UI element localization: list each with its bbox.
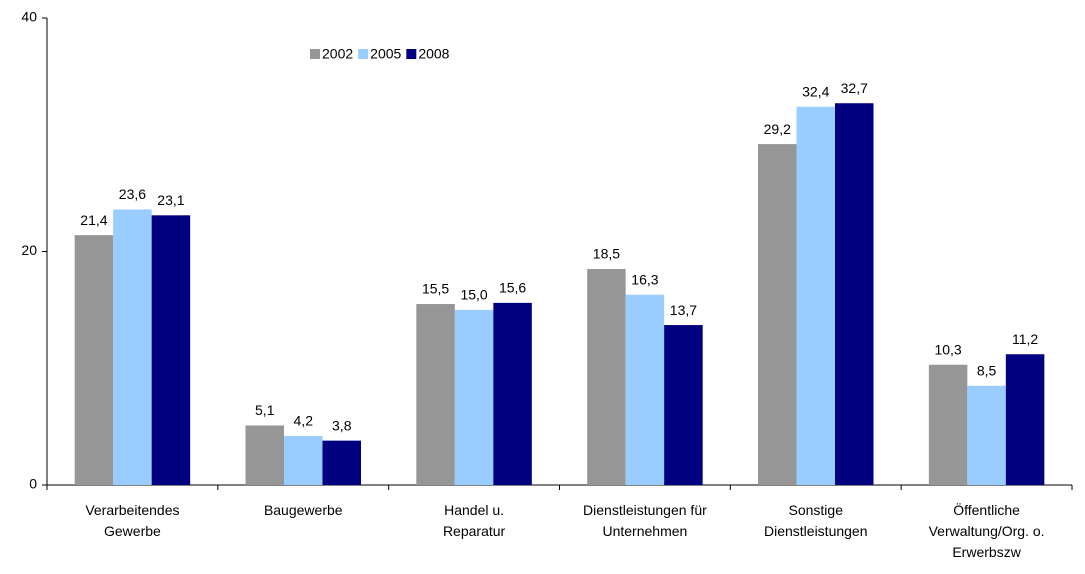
data-label: 23,1 — [157, 192, 184, 208]
x-tick-label: Sonstige Dienstleistungen — [763, 502, 868, 539]
y-tick-label: 40 — [21, 9, 37, 25]
x-tick-label: Öffentliche Verwaltung/Org. o. Erwerbszw — [928, 502, 1045, 560]
x-tick-label: Handel u. Reparatur — [442, 502, 506, 539]
bar — [151, 215, 191, 485]
bar — [454, 309, 494, 485]
bar — [758, 144, 797, 485]
data-label: 32,7 — [841, 80, 868, 96]
legend-label: 2008 — [418, 46, 449, 62]
legend-label: 2002 — [322, 46, 353, 62]
y-tick-label: 20 — [21, 242, 37, 258]
legend-label: 2005 — [370, 46, 401, 62]
data-label: 29,2 — [764, 121, 791, 137]
y-tick-label: 0 — [29, 476, 37, 492]
bar — [796, 106, 835, 485]
data-label: 10,3 — [934, 341, 961, 357]
legend-swatch — [310, 49, 320, 59]
bar — [416, 304, 455, 485]
data-label: 15,0 — [460, 287, 487, 303]
bar — [322, 440, 361, 485]
data-label: 32,4 — [802, 83, 829, 99]
data-label: 4,2 — [294, 413, 314, 429]
x-tick-label: Dienstleistungen für Unternehmen — [583, 502, 707, 539]
legend-swatch — [406, 49, 417, 59]
bar — [493, 302, 532, 485]
bar — [664, 325, 703, 485]
data-label: 5,1 — [255, 402, 275, 418]
bar — [1005, 354, 1045, 485]
bar — [835, 103, 874, 485]
bar — [587, 269, 626, 485]
bar — [625, 294, 665, 485]
bar — [284, 435, 323, 485]
bar — [245, 425, 284, 485]
data-label: 15,5 — [422, 281, 449, 297]
bar — [113, 209, 152, 485]
data-label: 3,8 — [332, 417, 352, 433]
data-label: 15,6 — [499, 280, 526, 296]
x-tick-label: Baugewerbe — [263, 502, 343, 518]
bar — [967, 385, 1006, 485]
data-label: 23,6 — [119, 186, 146, 202]
x-tick-label: Verarbeitendes Gewerbe — [85, 502, 180, 539]
data-label: 13,7 — [670, 302, 697, 318]
data-label: 21,4 — [80, 212, 107, 228]
legend-swatch — [358, 49, 369, 59]
data-label: 18,5 — [593, 246, 620, 262]
data-label: 11,2 — [1012, 331, 1038, 347]
bar — [928, 364, 968, 485]
bar — [74, 235, 114, 485]
data-label: 8,5 — [977, 362, 997, 378]
data-label: 16,3 — [631, 271, 658, 287]
